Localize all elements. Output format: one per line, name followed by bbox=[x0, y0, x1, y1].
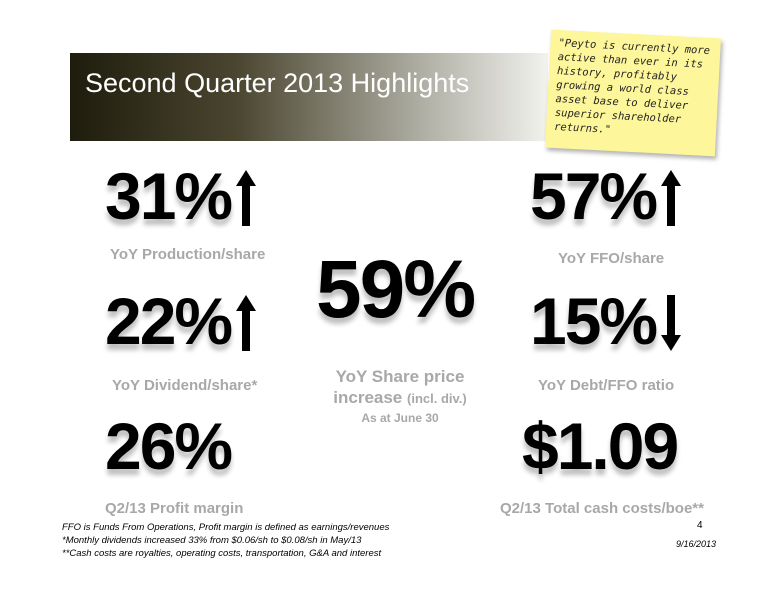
footnote: **Cash costs are royalties, operating co… bbox=[62, 548, 382, 559]
up-arrow bbox=[235, 295, 256, 351]
metric-value: 31% bbox=[105, 159, 233, 233]
slide-title: Second Quarter 2013 Highlights bbox=[85, 68, 470, 98]
metric: 31% bbox=[105, 158, 256, 234]
center-label-line: YoY Share price bbox=[335, 367, 465, 386]
metric: 22% bbox=[105, 283, 256, 359]
metric-value: 57% bbox=[530, 159, 658, 233]
center-label-text: increase bbox=[333, 388, 403, 407]
metric-label: YoY Dividend/share* bbox=[112, 377, 258, 394]
sticky-note: "Peyto is currently more active than eve… bbox=[545, 29, 721, 157]
metric-label: Q2/13 Profit margin bbox=[105, 500, 244, 517]
center-label-paren: (incl. div.) bbox=[407, 391, 467, 406]
footnote: FFO is Funds From Operations, Profit mar… bbox=[62, 522, 390, 533]
up-arrow bbox=[660, 170, 681, 226]
metric-label: YoY Debt/FFO ratio bbox=[538, 377, 675, 394]
page-number: 4 bbox=[697, 520, 703, 531]
date: 9/16/2013 bbox=[676, 539, 717, 549]
center-label: YoY Share price increase (incl. div.) As… bbox=[300, 366, 500, 427]
up-arrow bbox=[235, 170, 256, 226]
metric: $1.09 bbox=[522, 408, 679, 484]
down-arrow bbox=[660, 295, 681, 351]
metric: 15% bbox=[530, 283, 681, 359]
footnote: *Monthly dividends increased 33% from $0… bbox=[62, 535, 362, 546]
metric: 26% bbox=[105, 408, 233, 484]
metric-value: $1.09 bbox=[522, 409, 679, 483]
center-note: As at June 30 bbox=[361, 411, 439, 425]
title-banner bbox=[70, 53, 548, 141]
metric-label: YoY FFO/share bbox=[558, 250, 665, 267]
metric-label: Q2/13 Total cash costs/boe** bbox=[500, 500, 704, 517]
metric-value: 22% bbox=[105, 284, 233, 358]
metric-label: YoY Production/share bbox=[110, 246, 266, 263]
center-value: 59% bbox=[316, 244, 476, 335]
metric-value: 15% bbox=[530, 284, 658, 358]
metric-value: 26% bbox=[105, 409, 233, 483]
metric: 57% bbox=[530, 158, 681, 234]
center-label-line: increase (incl. div.) bbox=[300, 387, 500, 409]
